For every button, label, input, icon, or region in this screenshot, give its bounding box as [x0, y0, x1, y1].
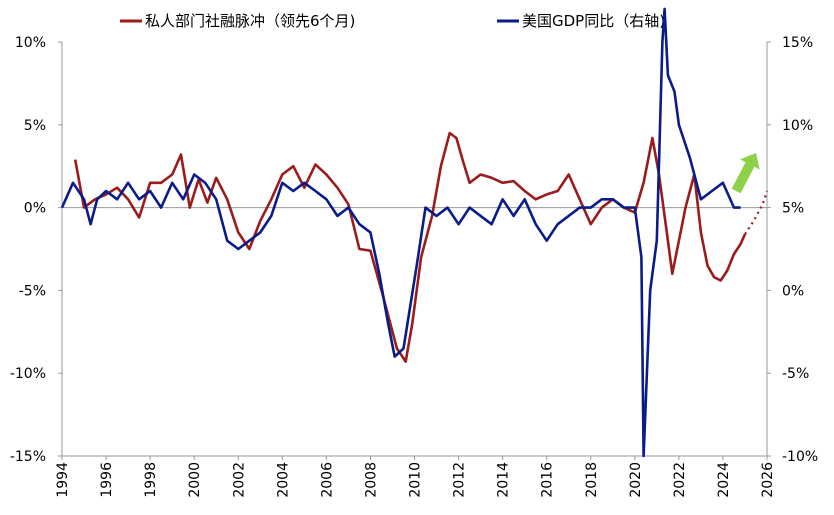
left-tick-label: 10% — [15, 35, 46, 51]
trend-arrow — [731, 153, 760, 194]
legend-item-2: 美国GDP同比（右轴) — [497, 12, 665, 30]
legend-label: 美国GDP同比（右轴) — [522, 12, 665, 30]
series-line-2 — [60, 7, 741, 458]
x-tick-label: 2000 — [187, 462, 203, 498]
left-tick-label: -10% — [10, 366, 46, 382]
x-tick-label: 2020 — [628, 462, 644, 498]
left-tick-label: 0% — [24, 201, 46, 217]
annotation-layer — [731, 153, 760, 194]
legend: 私人部门社融脉冲（领先6个月) 美国GDP同比（右轴) — [120, 12, 665, 30]
left-tick-label: -5% — [19, 283, 46, 299]
legend-item-1: 私人部门社融脉冲（领先6个月) — [120, 12, 355, 30]
x-tick-label: 2010 — [408, 462, 424, 498]
x-tick-label: 2024 — [716, 462, 732, 498]
right-tick-label: -5% — [782, 366, 809, 382]
left-axis-ticks: 10% 5% 0% -5% -10% -15% — [10, 35, 62, 465]
x-tick-label: 2006 — [319, 462, 335, 498]
x-tick-label: 2008 — [363, 462, 379, 498]
x-tick-label: 2022 — [672, 462, 688, 498]
right-tick-label: -10% — [782, 449, 818, 465]
series-line-1 — [73, 131, 747, 363]
right-axis-ticks: 15% 10% 5% 0% -5% -10% — [767, 35, 818, 465]
series-layer — [60, 7, 769, 458]
right-tick-label: 15% — [782, 35, 813, 51]
left-tick-label: 5% — [24, 118, 46, 134]
legend-label: 私人部门社融脉冲（领先6个月) — [145, 12, 355, 30]
x-tick-label: 2002 — [231, 462, 247, 498]
x-tick-label: 2026 — [760, 462, 776, 498]
x-tick-label: 1996 — [99, 462, 115, 498]
x-tick-label: 1998 — [143, 462, 159, 498]
right-tick-label: 5% — [782, 201, 804, 217]
left-tick-label: -15% — [10, 449, 46, 465]
right-tick-label: 0% — [782, 283, 804, 299]
x-tick-label: 1994 — [55, 462, 71, 498]
x-tick-label: 2014 — [496, 462, 512, 498]
x-axis-ticks: 1994 1996 1998 2000 2002 2004 2006 2008 2010 2012… — [55, 456, 776, 498]
x-tick-label: 2018 — [584, 462, 600, 498]
series-line-3 — [744, 190, 769, 235]
right-tick-label: 10% — [782, 118, 813, 134]
x-tick-label: 2004 — [275, 462, 291, 498]
x-tick-label: 2012 — [452, 462, 468, 498]
x-tick-label: 2016 — [540, 462, 556, 498]
